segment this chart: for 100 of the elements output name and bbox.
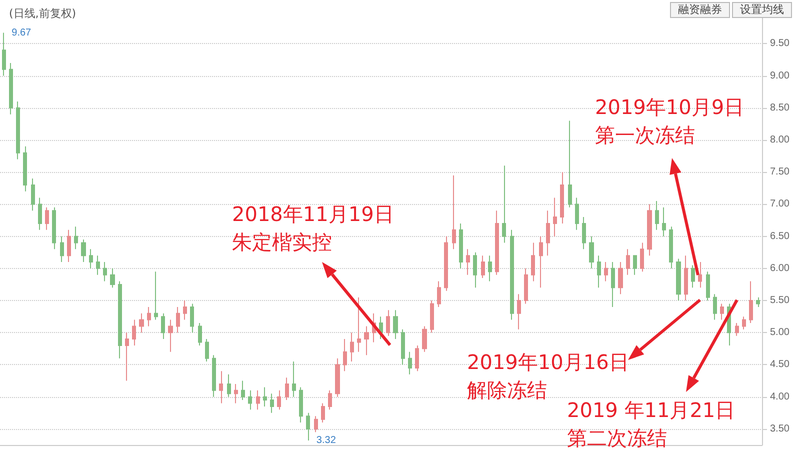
candlestick xyxy=(183,300,187,320)
y-tick-label: 7.50 xyxy=(770,166,790,178)
candlestick xyxy=(415,344,419,372)
candlestick xyxy=(459,222,463,269)
candlestick xyxy=(328,390,332,410)
candlestick xyxy=(633,255,637,276)
candlestick xyxy=(473,252,477,288)
candlestick xyxy=(60,236,64,262)
candlestick xyxy=(713,294,717,320)
candlestick xyxy=(96,255,100,276)
candlestick xyxy=(626,248,630,276)
candlestick xyxy=(357,296,361,352)
candlestick xyxy=(103,262,107,282)
candlestick xyxy=(560,172,564,224)
candlestick xyxy=(684,255,688,302)
y-tick-label: 6.00 xyxy=(770,262,790,274)
candlestick xyxy=(510,229,514,320)
candlestick xyxy=(23,146,27,192)
candlestick xyxy=(154,271,158,320)
candlestick xyxy=(379,316,383,340)
candlestick xyxy=(640,242,644,272)
candlestick xyxy=(81,239,86,262)
text: 设置均线 xyxy=(732,2,792,18)
candlestick xyxy=(132,319,136,346)
candlestick xyxy=(517,294,521,330)
annotation: 解除冻结 xyxy=(467,377,547,404)
y-tick-label: 4.00 xyxy=(770,391,790,402)
candlestick xyxy=(241,380,245,401)
candlestick xyxy=(437,280,441,308)
candlestick xyxy=(350,332,354,362)
candlestick xyxy=(176,306,180,334)
candlestick xyxy=(292,361,296,398)
candlestick xyxy=(335,358,340,398)
candlestick xyxy=(408,351,412,375)
candlestick xyxy=(393,310,398,340)
candlestick xyxy=(582,216,586,250)
candlestick xyxy=(343,338,347,372)
candlestick xyxy=(735,322,739,336)
annotation: 2019年10月16日 xyxy=(467,349,629,376)
annotation: 2019年10月9日 xyxy=(595,94,744,121)
candlestick xyxy=(481,255,485,279)
candlestick xyxy=(546,210,550,256)
candlestick xyxy=(452,174,456,250)
candlestick xyxy=(161,312,165,340)
candlestick xyxy=(198,322,202,346)
annotation: 3.32 xyxy=(316,435,336,446)
candlestick xyxy=(45,206,49,230)
annotation: 第二次冻结 xyxy=(567,425,667,452)
candlestick xyxy=(67,229,71,262)
candlestick xyxy=(676,258,681,302)
candlestick xyxy=(306,412,310,442)
candlestick xyxy=(495,210,499,276)
annotation: 朱定楷实控 xyxy=(232,229,332,256)
candlestick xyxy=(655,200,659,230)
candlestick xyxy=(706,271,710,302)
candlestick xyxy=(285,377,289,401)
candlestick xyxy=(38,197,42,230)
candlestick xyxy=(52,206,56,250)
y-tick-label: 8.00 xyxy=(770,134,790,146)
candlestick xyxy=(9,62,13,115)
annotation: 2018年11月19日 xyxy=(232,201,394,228)
y-tick-label: 3.50 xyxy=(770,423,790,434)
candlestick xyxy=(749,280,753,324)
candlestick xyxy=(321,402,325,424)
y-tick-label: 7.00 xyxy=(770,198,790,210)
candlestick xyxy=(691,264,695,288)
y-tick-label: 8.50 xyxy=(770,102,790,114)
candlestick xyxy=(168,319,173,352)
candlestick xyxy=(270,393,274,414)
candlestick xyxy=(2,32,6,76)
candlestick xyxy=(568,120,572,208)
annotation: 第一次冻结 xyxy=(595,122,695,149)
annotation: 2019 年11月21日 xyxy=(567,397,736,424)
annotation: 9.67 xyxy=(12,27,32,38)
candlestick xyxy=(205,338,209,362)
candlestick xyxy=(31,178,35,212)
y-tick-label: 6.50 xyxy=(770,230,790,242)
candlestick xyxy=(248,390,252,410)
candlestick xyxy=(74,226,78,250)
y-tick-label: 9.50 xyxy=(770,38,790,50)
candlestick xyxy=(720,303,724,320)
candlestick xyxy=(502,165,506,244)
candlestick xyxy=(742,316,746,330)
candlestick xyxy=(422,326,427,352)
candlestick xyxy=(553,197,557,237)
candlestick xyxy=(125,332,129,382)
candlestick xyxy=(139,312,144,334)
candlestick xyxy=(118,280,122,359)
candlestick xyxy=(299,386,303,424)
candlestick xyxy=(611,262,615,308)
candlestick xyxy=(488,255,492,282)
candlestick xyxy=(444,236,448,292)
candlestick xyxy=(604,262,608,282)
candlestick xyxy=(698,262,702,288)
text: 融资融券 xyxy=(670,2,730,18)
y-tick-label: 5.50 xyxy=(770,295,790,306)
candlestick xyxy=(227,374,231,398)
y-tick-label: 5.00 xyxy=(770,327,790,338)
candlestick xyxy=(466,248,470,276)
candlestick xyxy=(662,206,666,237)
